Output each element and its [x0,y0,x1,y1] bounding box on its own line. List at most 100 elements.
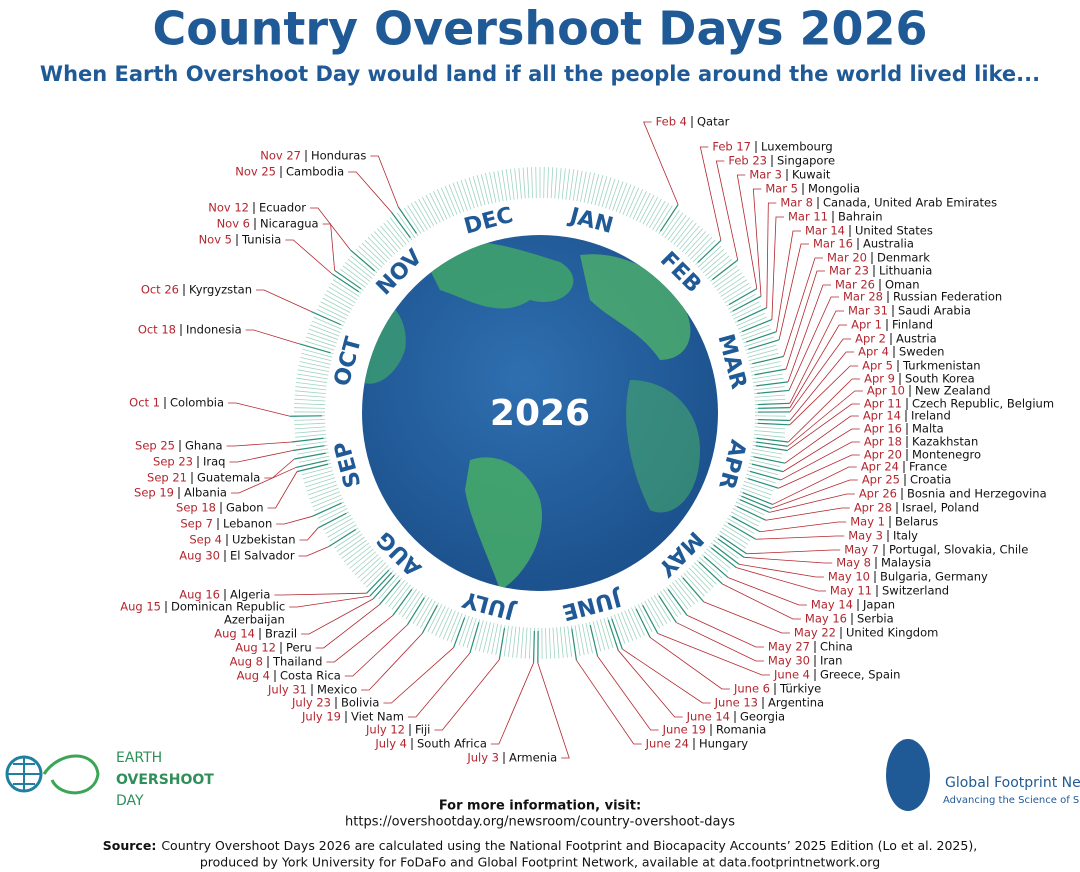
tick [386,220,407,245]
date: Apr 4 [858,345,889,359]
leader-line [226,441,292,447]
country: Costa Rica [280,669,341,683]
date: July 23 [291,696,331,710]
date-tick [741,319,773,333]
entries: Qatar Feb 4 Luxembourg Feb 17 Singapore Feb 2… [120,115,1054,765]
country: Russian Federation [893,290,1002,304]
date-tick [741,495,772,509]
eod-logo-line: EARTH [116,750,162,766]
tick [380,225,401,250]
entry: Mongolia Mar 5 [732,182,860,312]
country: Italy [893,529,918,543]
leader-line [407,652,471,718]
country: Viet Nam [351,710,404,724]
date: Sep 4 [189,533,222,547]
tick [699,557,723,579]
tick [746,473,776,484]
leader-line [643,121,679,205]
tick [363,562,386,585]
tick [482,622,491,653]
tick [522,167,526,199]
tick [412,596,430,624]
tick [383,222,404,248]
date: July 19 [301,710,341,724]
tick [720,279,748,297]
tick [714,268,740,288]
tick [295,433,327,438]
leader-line [782,428,860,472]
country: Mexico [317,683,357,697]
date: July 3 [466,751,499,765]
title: Country Overshoot Days 2026 [152,2,927,56]
country: Lithuania [879,264,932,278]
tick [751,452,782,459]
entry: Greece, Spain June 4 [642,605,900,682]
entry: Serbia May 16 [698,561,894,626]
tick [462,617,474,647]
entry: Switzerland May 11 [710,547,949,598]
country: Uzbekistan [232,533,296,547]
tick [690,236,713,260]
date: Aug 16 [179,588,220,602]
date-tick [757,422,790,426]
tick [605,178,616,209]
leader-line [245,329,300,345]
country: Kyrgyzstan [189,283,252,297]
leader-line [736,567,826,592]
tick [440,187,455,217]
tick [687,233,710,258]
tick [472,176,482,207]
country: Czech Republic, Belgium [912,397,1054,411]
country: Hungary [699,737,748,751]
leader-line [778,243,809,340]
entry: Qatar Feb 4 [643,115,730,232]
info-url: https://overshootday.org/newsroom/countr… [345,815,735,830]
tick [751,448,783,455]
date-tick [712,259,739,281]
tick [431,605,446,635]
date-tick [635,608,651,638]
country: Denmark [877,251,930,265]
date-tick [756,437,789,443]
date-tick [731,516,761,533]
country: Bulgaria, Germany [880,570,988,584]
tick [676,222,697,248]
tick [373,231,396,255]
date-tick [728,288,758,306]
date: Apr 11 [864,397,902,411]
leader-line [789,365,859,426]
tick [323,514,351,531]
tick [420,600,436,629]
tick [556,627,560,659]
tick [485,173,493,204]
country: Indonesia [186,323,242,337]
tick [750,365,782,373]
tick [700,249,725,271]
leader-line [738,563,824,578]
tick [312,494,342,508]
leader-line [699,146,722,241]
date-tick [611,618,623,650]
leader-line [289,595,370,608]
tick [297,369,329,376]
date: Feb 17 [712,140,751,154]
date-tick [366,569,390,594]
tick [550,167,554,199]
tick [727,518,755,534]
leader-line [785,270,825,370]
tick [650,596,668,624]
country: Lebanon [223,517,272,531]
tick [307,484,338,496]
tick [343,542,370,563]
date-tick [719,535,747,555]
country: Belarus [895,515,938,529]
leader-line [755,535,845,540]
date: May 8 [836,556,871,570]
entry: Russian Federation Mar 28 [757,290,1002,394]
tick [510,168,515,200]
date: Sep 7 [180,517,213,531]
tick [686,570,708,594]
leader-line [765,507,850,521]
leader-line [715,160,739,261]
tick [730,511,759,527]
